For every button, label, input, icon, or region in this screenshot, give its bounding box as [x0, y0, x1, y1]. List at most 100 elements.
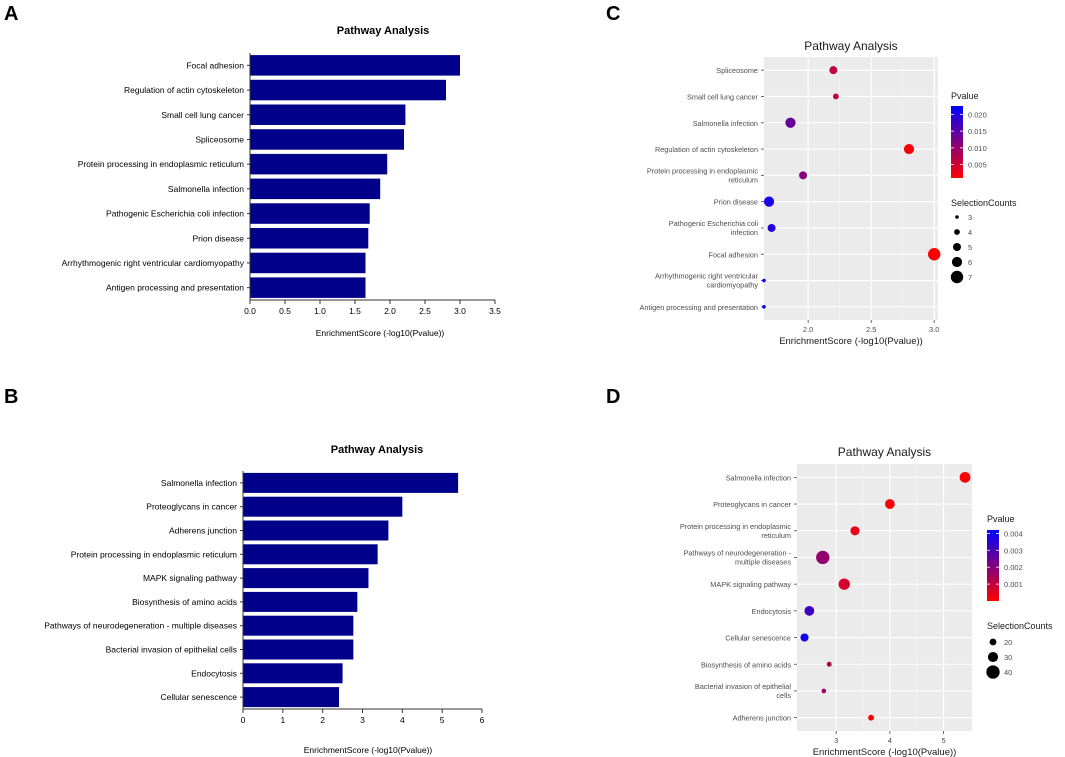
size-legend-dot [950, 270, 964, 284]
category-label: Adherens junction [733, 714, 791, 723]
category-label: Endocytosis [752, 607, 792, 616]
category-label: MAPK signaling pathway [143, 573, 238, 583]
category-label: Protein processing in endoplasmic reticul… [680, 522, 791, 540]
x-tick-label: 2.0 [384, 306, 396, 316]
panel-label-b: B [4, 386, 18, 408]
bar [250, 227, 369, 249]
size-legend-title: SelectionCounts [987, 621, 1053, 631]
panel-label-d: D [606, 386, 620, 408]
plot-panel [764, 57, 938, 320]
bar [250, 55, 460, 76]
dot [928, 248, 941, 261]
category-label: Pathogenic Escherichia coli infection [106, 209, 244, 219]
x-tick-label: 3.5 [489, 306, 501, 316]
chart-title: Pathway Analysis [337, 25, 430, 37]
x-tick-label: 1.0 [314, 306, 326, 316]
category-label: Salmonella infection [168, 184, 244, 194]
x-tick-label: 3.0 [454, 306, 466, 316]
bar [243, 591, 358, 612]
dot [762, 278, 766, 283]
x-tick-label: 1.5 [349, 306, 361, 316]
chart-c-dot: Pathway Analysis Spliceosome Small cell lu… [640, 39, 1018, 347]
x-tick-label: 4 [888, 736, 892, 745]
dot [762, 305, 766, 309]
size-legend-dot [951, 256, 963, 268]
x-tick-label: 5 [941, 736, 945, 745]
color-tick-label: 0.003 [1004, 546, 1023, 555]
color-bar [951, 106, 963, 178]
x-tick-label: 2 [320, 715, 325, 725]
category-label: MAPK signaling pathway [710, 580, 791, 589]
color-tick-label: 0.015 [968, 127, 987, 136]
category-label: Regulation of actin cytoskeleton [124, 85, 244, 95]
size-legend-label: 7 [968, 273, 972, 282]
category-label: Pathways of neurodegeneration -multiple … [684, 548, 792, 566]
bar [250, 104, 406, 126]
category-label: Antigen processing and presentation [640, 303, 758, 312]
category-label: Salmonella infection [161, 478, 237, 488]
category-label: Salmonella infection [693, 119, 758, 128]
bar [243, 496, 403, 517]
dot [799, 171, 808, 180]
dot [763, 196, 775, 207]
size-legend-label: 4 [968, 228, 972, 237]
bar [250, 277, 366, 298]
dot [903, 143, 915, 155]
category-label: Biosynthesis of amino acids [132, 597, 237, 607]
x-tick-label: 2.0 [803, 325, 813, 334]
category-label: Pathogenic Escherichia coli infection [669, 219, 759, 237]
category-label: Small cell lung cancer [687, 92, 759, 101]
dot [868, 714, 875, 721]
bar [243, 663, 343, 684]
color-tick-label: 0.001 [1004, 580, 1023, 589]
category-label: Prion disease [192, 233, 244, 243]
bar [243, 472, 459, 493]
dot [785, 117, 796, 128]
color-tick-label: 0.010 [968, 144, 987, 153]
x-tick-label: 3 [360, 715, 365, 725]
size-legend-label: 3 [968, 213, 972, 222]
category-label: Arrhythmogenic right ventricular cardiom… [62, 258, 245, 268]
bar [250, 129, 404, 150]
color-tick-label: 0.020 [968, 110, 987, 119]
color-bar [987, 530, 999, 601]
category-label: Pathways of neurodegeneration - multiple… [44, 621, 237, 631]
size-legend-label: 20 [1004, 638, 1012, 647]
dot [816, 550, 830, 565]
color-legend-title: Pvalue [987, 514, 1015, 524]
category-label: Spliceosome [716, 66, 758, 75]
dot [829, 66, 838, 75]
x-axis-label: EnrichmentScore (-log10(Pvalue)) [813, 747, 957, 757]
category-label: Salmonella infection [726, 473, 791, 482]
dot [838, 578, 850, 590]
bar [243, 687, 339, 708]
bar [243, 639, 354, 660]
size-legend-dot [989, 638, 997, 646]
bar [250, 153, 388, 175]
category-label: Prion disease [714, 198, 758, 207]
bar [250, 79, 446, 101]
category-label: Antigen processing and presentation [106, 283, 244, 293]
bar [243, 615, 354, 636]
dot [800, 633, 809, 642]
dot [959, 471, 971, 483]
x-tick-label: 0 [241, 715, 246, 725]
plot-panel [797, 464, 972, 731]
size-legend-dot [987, 651, 999, 663]
x-tick-label: 2.5 [866, 325, 876, 334]
category-label: Spliceosome [195, 134, 244, 144]
chart-b-bar: Pathway Analysis Salmonella infection Prot… [44, 444, 484, 755]
category-label: Protein processing in endoplasmic reticul… [647, 166, 758, 184]
dot [884, 499, 895, 509]
dot [826, 661, 832, 667]
chart-a-bar: Pathway Analysis Focal adhesion Regulation… [62, 25, 502, 338]
x-tick-label: 4 [400, 715, 405, 725]
x-tick-label: 0.0 [244, 306, 256, 316]
category-label: Bacterial invasion of epithelial cells [695, 682, 792, 700]
bar [243, 544, 378, 565]
chart-title: Pathway Analysis [331, 444, 424, 456]
chart-d-dot: Pathway Analysis Salmonella infection Prot… [680, 445, 1053, 757]
category-label: Protein processing in endoplasmic reticu… [71, 549, 237, 559]
dot [850, 526, 860, 536]
